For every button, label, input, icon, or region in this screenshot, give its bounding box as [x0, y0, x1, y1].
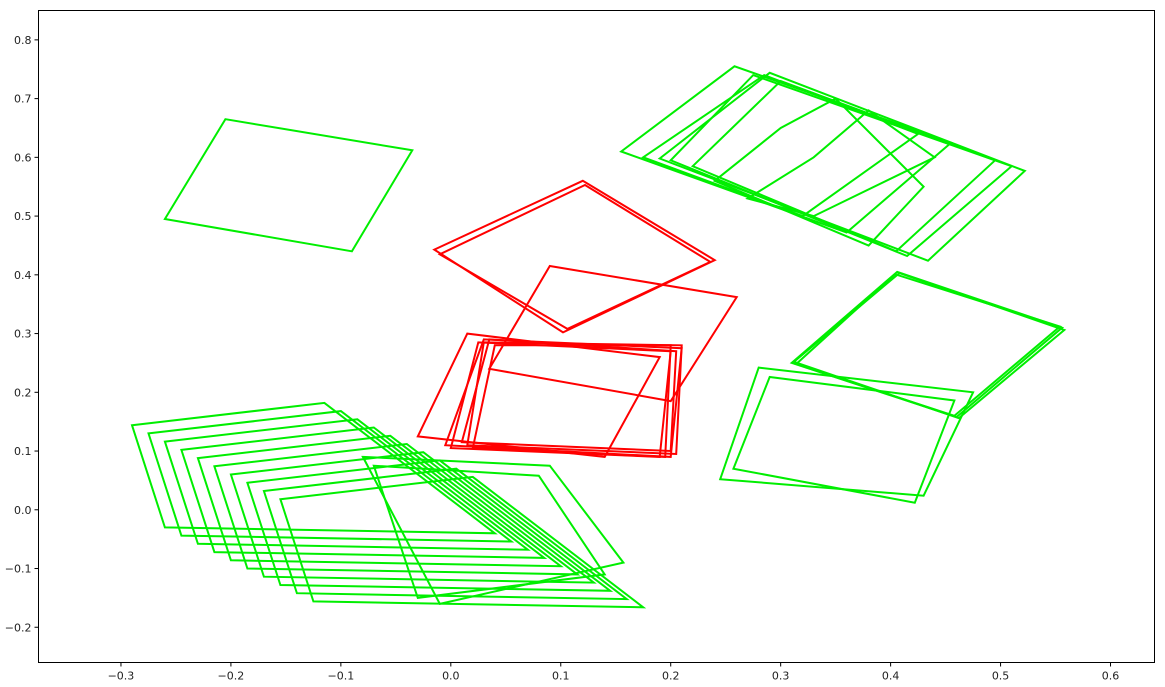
x-tick-label: −0.2 — [218, 670, 245, 683]
green-quad-12 — [372, 464, 607, 599]
green-quad-23 — [712, 97, 925, 247]
y-axis: −0.2 −0.1 0.0 0.1 0.2 0.3 0.4 0.5 0.6 0.7 0.8 — [5, 34, 39, 634]
green-quad-24 — [745, 109, 937, 218]
red-quad-6 — [460, 338, 678, 453]
axes-frame — [38, 10, 1155, 663]
green-quad-0 — [163, 118, 414, 253]
y-tick-label: 0.7 — [14, 93, 32, 106]
x-tick-label: 0.4 — [882, 670, 900, 683]
red-quad-7 — [466, 341, 683, 456]
green-quad-2 — [147, 410, 515, 543]
green-quad-14 — [732, 375, 956, 504]
y-tick-label: −0.1 — [5, 563, 32, 576]
green-quad-1 — [130, 401, 498, 535]
green-quad-13 — [718, 366, 975, 497]
y-tick-label: 0.6 — [14, 151, 32, 164]
red-quad-2 — [487, 264, 739, 403]
y-tick-label: 0.3 — [14, 328, 32, 341]
y-tick-label: −0.2 — [5, 621, 32, 634]
x-tick-label: −0.3 — [108, 670, 135, 683]
x-tick-label: −0.1 — [328, 670, 355, 683]
green-quad-22 — [690, 79, 997, 253]
plot-area — [130, 65, 1067, 609]
red-quad-8 — [471, 344, 672, 458]
green-quad-9 — [262, 467, 630, 601]
y-tick-label: 0.8 — [14, 34, 32, 47]
green-quad-3 — [163, 418, 531, 551]
red-quad-0 — [432, 179, 717, 334]
green-quad-4 — [180, 426, 548, 559]
green-quad-5 — [196, 434, 564, 568]
green-quad-6 — [213, 442, 581, 576]
x-tick-label: 0.1 — [552, 670, 570, 683]
x-tick-label: 0.2 — [662, 670, 680, 683]
y-tick-label: 0.2 — [14, 386, 32, 399]
green-quad-21 — [668, 73, 1014, 258]
green-quad-20 — [657, 71, 1027, 262]
x-tick-label: 0.3 — [772, 670, 790, 683]
green-quad-7 — [229, 451, 597, 584]
y-tick-label: 0.4 — [14, 269, 32, 282]
green-quad-10 — [279, 475, 647, 609]
x-tick-label: 0.5 — [992, 670, 1010, 683]
x-tick-label: 0.0 — [442, 670, 460, 683]
green-quad-15 — [789, 270, 1065, 419]
red-quad-1 — [437, 183, 713, 331]
green-quad-11 — [361, 455, 626, 605]
y-tick-label: 0.5 — [14, 210, 32, 223]
y-tick-label: 0.0 — [14, 504, 32, 517]
green-quad-8 — [246, 459, 614, 592]
y-tick-label: 0.1 — [14, 445, 32, 458]
x-axis: −0.3 −0.2 −0.1 0.0 0.1 0.2 0.3 0.4 0.5 0.6 — [108, 662, 1120, 683]
green-quad-17 — [794, 273, 1062, 417]
x-tick-label: 0.6 — [1102, 670, 1120, 683]
